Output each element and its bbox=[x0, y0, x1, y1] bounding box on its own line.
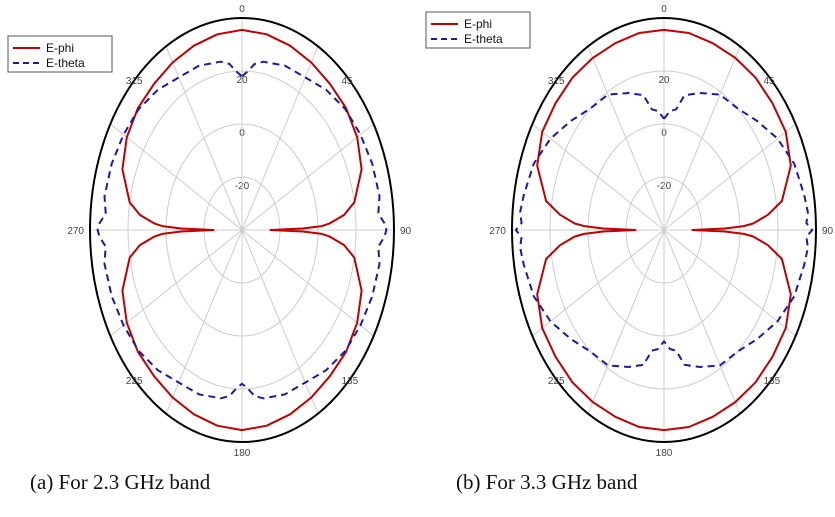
angle-label-0: 0 bbox=[661, 4, 667, 15]
angle-label-90: 90 bbox=[400, 226, 412, 237]
angle-label-270: 270 bbox=[67, 226, 84, 237]
angle-label-315: 315 bbox=[548, 76, 565, 87]
grid-spoke bbox=[663, 46, 741, 231]
angle-label-315: 315 bbox=[126, 76, 143, 87]
legend-label-e-theta: E-theta bbox=[46, 56, 85, 70]
legend-label-e-theta: E-theta bbox=[464, 32, 503, 46]
grid-spoke bbox=[663, 123, 796, 231]
legend-label-e-phi: E-phi bbox=[464, 17, 492, 31]
angle-label-180: 180 bbox=[656, 448, 673, 459]
legend-box bbox=[425, 11, 531, 49]
grid-spoke bbox=[165, 229, 243, 414]
grid-spoke bbox=[532, 229, 665, 337]
grid-spoke bbox=[165, 46, 243, 231]
series-e-phi-line bbox=[121, 28, 363, 432]
angle-label-0: 0 bbox=[239, 4, 245, 15]
angle-label-225: 225 bbox=[548, 376, 565, 387]
grid-spoke bbox=[663, 229, 741, 414]
legend-box bbox=[7, 35, 113, 73]
legend-label-e-phi: E-phi bbox=[46, 41, 74, 55]
grid-spoke bbox=[241, 229, 374, 337]
angle-label-45: 45 bbox=[341, 76, 353, 87]
angle-label-135: 135 bbox=[341, 376, 358, 387]
series-e-phi-line bbox=[536, 28, 792, 432]
grid-spoke bbox=[587, 46, 665, 231]
caption-a: (a) For 2.3 GHz band bbox=[30, 470, 211, 494]
angle-label-135: 135 bbox=[763, 376, 780, 387]
angle-label-45: 45 bbox=[763, 76, 775, 87]
outer-frame bbox=[511, 17, 817, 443]
grid-spoke bbox=[532, 123, 665, 231]
outer-frame bbox=[89, 17, 395, 443]
grid-spoke bbox=[241, 123, 374, 231]
grid-spoke bbox=[241, 229, 319, 414]
angle-label-180: 180 bbox=[234, 448, 251, 459]
grid-spoke bbox=[110, 123, 243, 231]
caption-b: (b) For 3.3 GHz band bbox=[456, 470, 638, 494]
grid-spoke bbox=[241, 46, 319, 231]
angle-label-225: 225 bbox=[126, 376, 143, 387]
grid-spoke bbox=[587, 229, 665, 414]
angle-label-270: 270 bbox=[489, 226, 506, 237]
series-e-theta-line bbox=[514, 92, 814, 368]
grid-spoke bbox=[110, 229, 243, 337]
angle-label-90: 90 bbox=[822, 226, 834, 237]
grid-spoke bbox=[663, 229, 796, 337]
series-e-theta-line bbox=[96, 60, 388, 400]
